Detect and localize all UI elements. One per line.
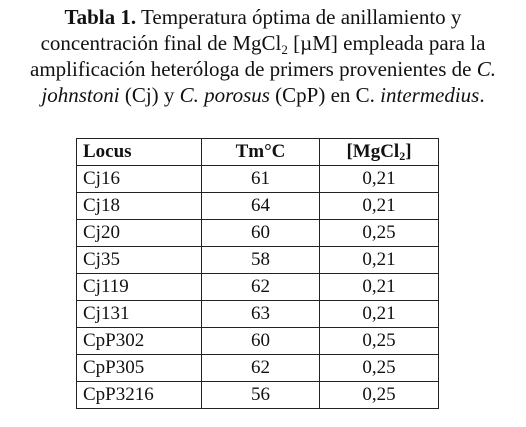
table-cell: 0,21 xyxy=(319,192,439,220)
table-cell: 0,21 xyxy=(319,246,439,274)
header-subscript: 2 xyxy=(399,149,406,163)
table-cell: Cj131 xyxy=(76,300,202,328)
table-cell: 0,25 xyxy=(319,219,439,247)
table-caption: Tabla 1. Temperatura óptima de anillamie… xyxy=(0,4,526,108)
table-row: Cj35 58 0,21 xyxy=(76,246,439,274)
caption-label: Tabla 1. xyxy=(64,5,137,29)
table-cell: Cj119 xyxy=(76,273,202,301)
table-cell: 61 xyxy=(201,165,320,193)
header-row: Locus Tm°C [MgCl2] xyxy=(76,138,439,166)
caption-subscript: 2 xyxy=(281,42,288,57)
table-body: Cj16 61 0,21 Cj18 64 0,21 Cj20 60 0,25 Cj35 58 0,21… xyxy=(76,165,439,409)
table-cell: Cj18 xyxy=(76,192,202,220)
table-cell: 62 xyxy=(201,354,320,382)
caption-italic: johnstoni xyxy=(41,83,120,107)
table-cell: 0,21 xyxy=(319,273,439,301)
caption-text: amplificación heteróloga de primers prov… xyxy=(30,57,477,81)
caption-italic: intermedius xyxy=(380,83,480,107)
table-cell: 63 xyxy=(201,300,320,328)
data-table: Locus Tm°C [MgCl2] Cj16 61 0,21 Cj18 64 0,21 C… xyxy=(76,138,439,409)
table-cell: 0,25 xyxy=(319,327,439,355)
table-cell: CpP302 xyxy=(76,327,202,355)
caption-text: [µM] empleada para la xyxy=(287,31,486,55)
table-cell: 62 xyxy=(201,273,320,301)
caption-text: concentración final de MgCl xyxy=(40,31,282,55)
table-cell: 0,25 xyxy=(319,381,439,409)
header-cell: [MgCl2] xyxy=(319,138,439,166)
table-cell: CpP3216 xyxy=(76,381,202,409)
caption-text: Temperatura óptima de anillamiento y xyxy=(136,5,462,29)
caption-text: (CpP) en C. xyxy=(269,83,381,107)
table-cell: 60 xyxy=(201,219,320,247)
table-cell: Cj20 xyxy=(76,219,202,247)
table-cell: Cj35 xyxy=(76,246,202,274)
table-row: Cj20 60 0,25 xyxy=(76,219,439,247)
table-row: CpP3216 56 0,25 xyxy=(76,381,439,409)
table-row: Cj16 61 0,21 xyxy=(76,165,439,193)
table-cell: Cj16 xyxy=(76,165,202,193)
caption-text: (Cj) y xyxy=(119,83,180,107)
table-cell: CpP305 xyxy=(76,354,202,382)
table-cell: 64 xyxy=(201,192,320,220)
caption-italic: C. porosus xyxy=(179,83,270,107)
header-text: ] xyxy=(405,141,412,162)
table-cell: 58 xyxy=(201,246,320,274)
table-cell: 0,21 xyxy=(319,165,439,193)
table-row: Cj18 64 0,21 xyxy=(76,192,439,220)
table-cell: 60 xyxy=(201,327,320,355)
table-row: Cj131 63 0,21 xyxy=(76,300,439,328)
table-row: Cj119 62 0,21 xyxy=(76,273,439,301)
header-cell: Tm°C xyxy=(201,138,320,166)
caption-italic: C. xyxy=(476,57,496,81)
table-cell: 56 xyxy=(201,381,320,409)
caption-text: . xyxy=(479,83,485,107)
header-cell: Locus xyxy=(76,138,202,166)
table-cell: 0,25 xyxy=(319,354,439,382)
table-cell: 0,21 xyxy=(319,300,439,328)
header-text: [MgCl xyxy=(346,141,400,162)
table-row: CpP302 60 0,25 xyxy=(76,327,439,355)
table-row: CpP305 62 0,25 xyxy=(76,354,439,382)
